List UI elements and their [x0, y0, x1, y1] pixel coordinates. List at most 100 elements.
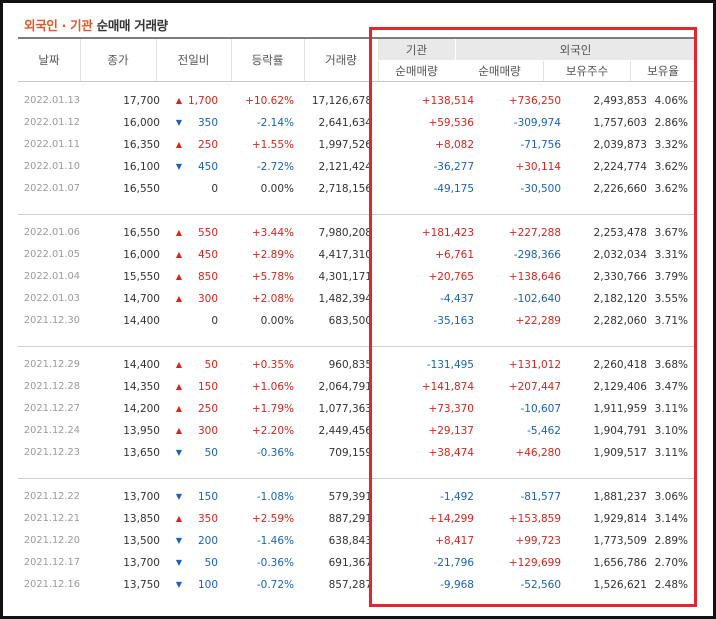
rate-cell: -1.46% — [256, 535, 294, 547]
header-foreigner: 외국인 — [456, 39, 695, 60]
inst-net-cell: -9,968 — [440, 579, 474, 591]
inst-net-cell: +8,417 — [435, 535, 474, 547]
volume-cell: 887,291 — [328, 513, 372, 525]
volume-cell: 857,287 — [328, 579, 372, 591]
foreign-net-cell: +30,114 — [515, 161, 561, 173]
table-row: 2022.01.04 15,550 850 +5.78% 4,301,171 +20,76… — [18, 266, 695, 288]
diff-cell: 350 — [197, 513, 218, 525]
close-cell: 16,550 — [123, 227, 160, 239]
rate-cell: -1.08% — [256, 491, 294, 503]
close-cell: 14,700 — [123, 293, 160, 305]
date-cell: 2022.01.11 — [23, 139, 80, 150]
table-row: 2022.01.13 17,700 1,700 +10.62% 17,126,678 +1… — [18, 90, 695, 112]
volume-cell: 1,482,394 — [318, 293, 372, 305]
foreign-ratio-cell: 3.14% — [654, 513, 688, 525]
arrow-up-icon: ▲ — [175, 514, 183, 523]
inst-net-cell: -4,437 — [440, 293, 474, 305]
volume-cell: 17,126,678 — [311, 95, 372, 107]
foreign-net-cell: +153,859 — [508, 513, 561, 525]
foreign-net-cell: -10,607 — [520, 403, 561, 415]
close-cell: 13,650 — [123, 447, 160, 459]
date-cell: 2021.12.24 — [23, 425, 80, 436]
foreign-ratio-cell: 3.62% — [654, 161, 688, 173]
foreign-hold-cell: 2,226,660 — [593, 183, 647, 195]
foreign-net-cell: -52,560 — [520, 579, 561, 591]
header-date: 날짜 — [38, 53, 60, 67]
foreign-ratio-cell: 4.06% — [654, 95, 688, 107]
date-cell: 2022.01.12 — [23, 117, 80, 128]
title-institution-link[interactable]: 기관 — [70, 18, 93, 33]
arrow-up-icon: ▲ — [175, 272, 183, 281]
inst-net-cell: +8,082 — [435, 139, 474, 151]
close-cell: 16,350 — [123, 139, 160, 151]
volume-cell: 4,417,310 — [318, 249, 372, 261]
foreign-net-cell: +131,012 — [508, 359, 561, 371]
date-cell: 2021.12.23 — [23, 447, 80, 458]
arrow-down-icon: ▼ — [175, 492, 183, 501]
rate-cell: -0.72% — [256, 579, 294, 591]
table-row: 2021.12.20 13,500 200 -1.46% 638,843 +8,417 +9… — [18, 530, 695, 552]
foreign-hold-cell: 1,904,791 — [593, 425, 647, 437]
inst-net-cell: +59,536 — [428, 117, 474, 129]
foreign-net-cell: -81,577 — [520, 491, 561, 503]
diff-cell: 100 — [197, 579, 218, 591]
close-cell: 17,700 — [123, 95, 160, 107]
foreign-hold-cell: 1,757,603 — [593, 117, 647, 129]
close-cell: 15,550 — [123, 271, 160, 283]
foreign-ratio-cell: 3.11% — [654, 447, 688, 459]
volume-cell: 691,367 — [328, 557, 372, 569]
foreign-hold-cell: 2,493,853 — [593, 95, 647, 107]
foreign-hold-cell: 2,253,478 — [593, 227, 647, 239]
foreign-hold-cell: 2,032,034 — [593, 249, 647, 261]
foreign-ratio-cell: 2.48% — [654, 579, 688, 591]
header-divider — [156, 39, 157, 81]
foreign-hold-cell: 2,260,418 — [593, 359, 647, 371]
foreign-ratio-cell: 3.47% — [654, 381, 688, 393]
foreign-ratio-cell: 3.31% — [654, 249, 688, 261]
table-row: 2021.12.23 13,650 50 -0.36% 709,159 +38,474 +4… — [18, 442, 695, 464]
diff-cell: 250 — [197, 403, 218, 415]
rate-cell: +2.20% — [251, 425, 294, 437]
foreign-hold-cell: 1,929,814 — [593, 513, 647, 525]
foreign-net-cell: -5,462 — [527, 425, 561, 437]
diff-cell: 150 — [197, 491, 218, 503]
rate-cell: +1.79% — [251, 403, 294, 415]
foreign-net-cell: +138,646 — [508, 271, 561, 283]
date-cell: 2021.12.30 — [23, 315, 80, 326]
foreign-net-cell: +736,250 — [508, 95, 561, 107]
inst-net-cell: +14,299 — [428, 513, 474, 525]
header-bottom-border — [18, 81, 695, 82]
volume-cell: 2,641,634 — [318, 117, 372, 129]
title-foreign-link[interactable]: 외국인 — [24, 18, 58, 33]
close-cell: 13,850 — [123, 513, 160, 525]
header-foreign-net: 순매매량 — [478, 64, 521, 78]
inst-net-cell: +73,370 — [428, 403, 474, 415]
header-close: 종가 — [107, 53, 129, 67]
volume-cell: 4,301,171 — [318, 271, 372, 283]
rate-cell: 0.00% — [260, 183, 294, 195]
table-row: 2022.01.11 16,350 250 +1.55% 1,997,526 +8,082… — [18, 134, 695, 156]
date-cell: 2022.01.03 — [23, 293, 80, 304]
rate-cell: -2.72% — [256, 161, 294, 173]
rate-cell: +2.08% — [251, 293, 294, 305]
arrow-up-icon: ▲ — [175, 404, 183, 413]
diff-cell: 300 — [197, 425, 218, 437]
table-row: 2022.01.12 16,000 350 -2.14% 2,641,634 +59,53… — [18, 112, 695, 134]
foreign-net-cell: +227,288 — [508, 227, 561, 239]
foreign-hold-cell: 2,330,766 — [593, 271, 647, 283]
header-inst-net: 순매매량 — [395, 64, 438, 78]
close-cell: 13,700 — [123, 557, 160, 569]
close-cell: 13,500 — [123, 535, 160, 547]
foreign-hold-cell: 1,773,509 — [593, 535, 647, 547]
foreign-net-cell: +46,280 — [515, 447, 561, 459]
foreign-ratio-cell: 3.62% — [654, 183, 688, 195]
foreign-hold-cell: 2,129,406 — [593, 381, 647, 393]
rate-cell: -0.36% — [256, 557, 294, 569]
foreign-hold-cell: 1,881,237 — [593, 491, 647, 503]
arrow-up-icon: ▲ — [175, 382, 183, 391]
group-separator — [18, 478, 695, 479]
volume-cell: 1,997,526 — [318, 139, 372, 151]
header-rate: 등락률 — [251, 53, 284, 67]
date-cell: 2021.12.17 — [23, 557, 80, 568]
